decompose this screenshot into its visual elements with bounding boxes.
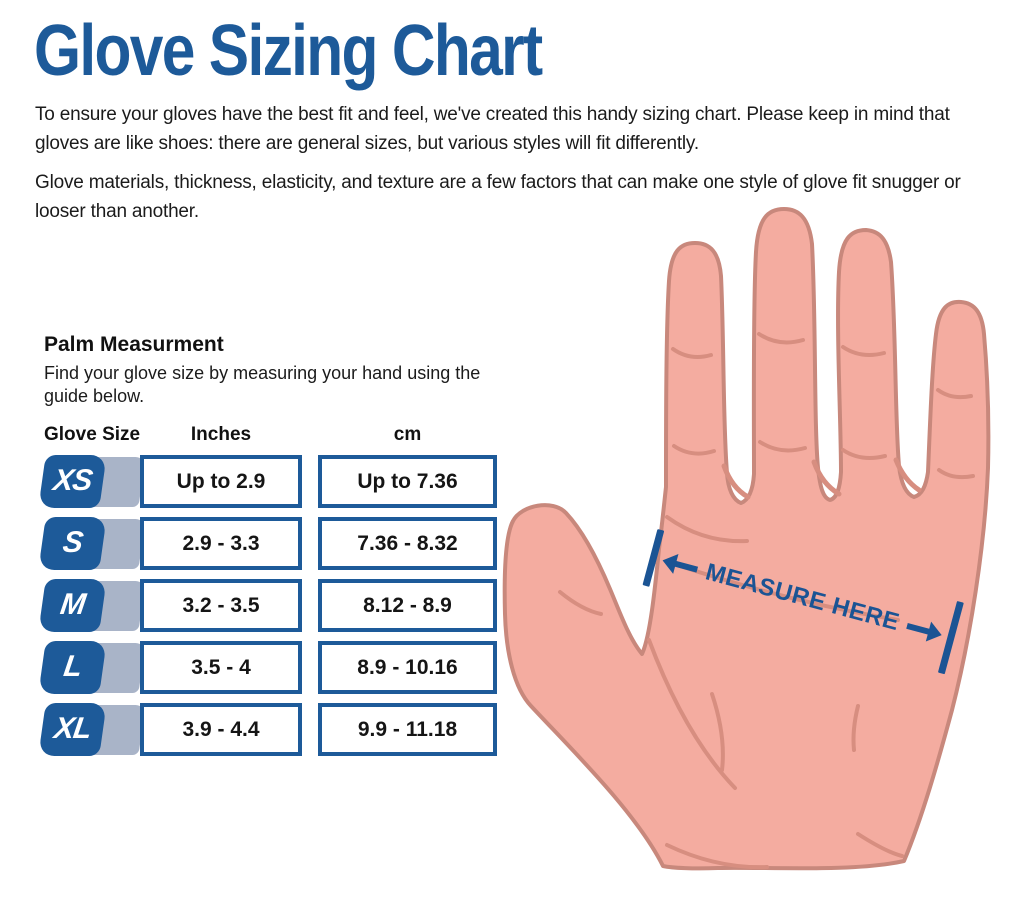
intro-paragraph-1: To ensure your gloves have the best fit …: [35, 104, 950, 154]
cm-value: 8.12 - 8.9: [363, 593, 452, 617]
cm-value: Up to 7.36: [357, 469, 458, 493]
page-title: Glove Sizing Chart: [34, 11, 543, 91]
cm-value: 7.36 - 8.32: [357, 531, 458, 555]
palm-measurement-heading: Palm Measurment: [44, 333, 224, 356]
cm-value-box: Up to 7.36: [318, 455, 497, 508]
inches-value-box: 2.9 - 3.3: [140, 517, 302, 570]
cm-value: 8.9 - 10.16: [357, 655, 458, 679]
size-table: XS Up to 2.9 Up to 7.36 S 2.9 - 3.3 7.36…: [36, 455, 506, 765]
table-row-xs: XS Up to 2.9 Up to 7.36: [36, 455, 506, 508]
size-badge-label: XS: [51, 463, 95, 497]
inches-value-box: 3.5 - 4: [140, 641, 302, 694]
inches-value: 3.5 - 4: [191, 655, 251, 679]
table-row-xl: XL 3.9 - 4.4 9.9 - 11.18: [36, 703, 506, 756]
size-badge-xs: XS: [38, 455, 107, 508]
inches-value-box: 3.2 - 3.5: [140, 579, 302, 632]
measure-here-annotation: MEASURE HERE: [640, 521, 965, 675]
hand-silhouette: [502, 207, 991, 871]
measure-right-tick: [938, 601, 965, 675]
palm-measurement-subheading: Find your glove size by measuring your h…: [44, 363, 481, 406]
inches-value: Up to 2.9: [176, 469, 266, 493]
inches-value: 2.9 - 3.3: [182, 531, 260, 555]
inches-value-box: 3.9 - 4.4: [140, 703, 302, 756]
column-header-cm: cm: [393, 424, 422, 445]
column-header-inches: Inches: [190, 424, 252, 445]
size-badge-label: M: [58, 587, 88, 621]
left-arrow-icon: [662, 553, 699, 574]
cm-value-box: 9.9 - 11.18: [318, 703, 497, 756]
table-row-l: L 3.5 - 4 8.9 - 10.16: [36, 641, 506, 694]
size-badge-m: M: [38, 579, 107, 632]
inches-value: 3.9 - 4.4: [182, 717, 260, 741]
cm-value-box: 8.12 - 8.9: [318, 579, 497, 632]
column-header-glove-size: Glove Size: [44, 424, 141, 445]
table-column-headers: Glove Size Inches cm: [36, 424, 506, 448]
table-row-m: M 3.2 - 3.5 8.12 - 8.9: [36, 579, 506, 632]
size-badge-label: XL: [52, 711, 94, 745]
size-badge-xl: XL: [38, 703, 107, 756]
cm-value-box: 7.36 - 8.32: [318, 517, 497, 570]
measure-here-label: MEASURE HERE: [702, 558, 903, 637]
intro-paragraph-2: Glove materials, thickness, elasticity, …: [35, 172, 961, 222]
measure-left-tick: [642, 528, 665, 587]
cm-value: 9.9 - 11.18: [357, 717, 458, 741]
inches-value: 3.2 - 3.5: [182, 593, 260, 617]
right-arrow-icon: [906, 621, 943, 642]
cm-value-box: 8.9 - 10.16: [318, 641, 497, 694]
size-badge-s: S: [38, 517, 107, 570]
size-badge-label: S: [60, 525, 85, 559]
table-row-s: S 2.9 - 3.3 7.36 - 8.32: [36, 517, 506, 570]
inches-value-box: Up to 2.9: [140, 455, 302, 508]
size-badge-l: L: [38, 641, 107, 694]
size-badge-label: L: [61, 649, 84, 683]
